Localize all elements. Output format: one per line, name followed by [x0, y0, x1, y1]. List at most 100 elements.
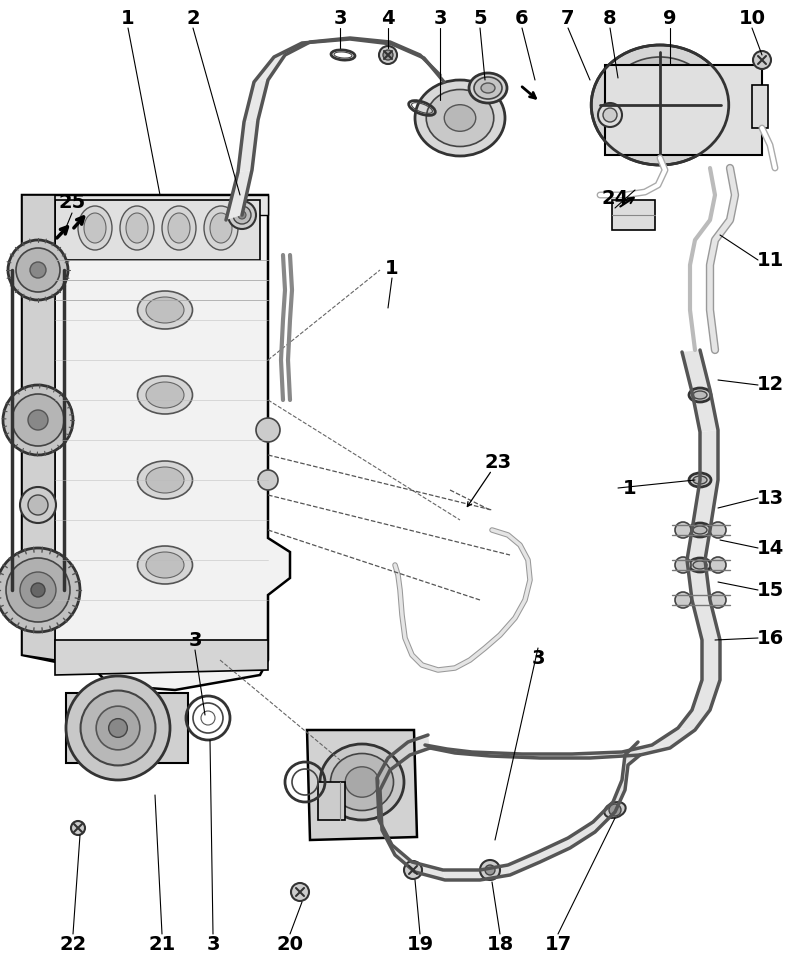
Polygon shape: [226, 170, 252, 220]
Text: 18: 18: [486, 934, 514, 953]
Polygon shape: [700, 430, 718, 480]
Polygon shape: [22, 200, 55, 655]
Text: 13: 13: [757, 488, 783, 508]
Polygon shape: [682, 350, 710, 392]
Text: 3: 3: [188, 630, 202, 649]
Ellipse shape: [204, 206, 238, 250]
Circle shape: [480, 860, 500, 880]
Circle shape: [66, 676, 170, 780]
Polygon shape: [652, 728, 695, 748]
Polygon shape: [522, 754, 590, 758]
Polygon shape: [692, 600, 720, 640]
Circle shape: [753, 51, 771, 69]
Ellipse shape: [84, 213, 106, 243]
Ellipse shape: [138, 546, 193, 584]
Ellipse shape: [689, 388, 711, 402]
Ellipse shape: [320, 744, 404, 820]
Polygon shape: [443, 870, 480, 880]
Ellipse shape: [126, 213, 148, 243]
Ellipse shape: [444, 104, 476, 131]
Circle shape: [28, 495, 48, 515]
Ellipse shape: [693, 526, 707, 534]
Polygon shape: [612, 200, 655, 230]
Ellipse shape: [605, 57, 715, 153]
Ellipse shape: [168, 213, 190, 243]
Ellipse shape: [469, 73, 507, 103]
Ellipse shape: [474, 77, 502, 99]
Ellipse shape: [415, 80, 505, 156]
Text: 3: 3: [206, 934, 220, 953]
Polygon shape: [687, 560, 710, 600]
Text: 19: 19: [406, 934, 434, 953]
Polygon shape: [605, 65, 762, 155]
Polygon shape: [377, 778, 382, 830]
Polygon shape: [390, 42, 424, 58]
Polygon shape: [692, 390, 718, 432]
Circle shape: [8, 240, 68, 300]
Text: 21: 21: [148, 934, 176, 953]
Circle shape: [31, 583, 45, 597]
Circle shape: [598, 103, 622, 127]
Circle shape: [3, 385, 73, 455]
Circle shape: [20, 572, 56, 608]
Polygon shape: [22, 195, 290, 690]
Ellipse shape: [604, 802, 626, 818]
Text: 9: 9: [663, 9, 677, 27]
Polygon shape: [388, 742, 410, 770]
Text: 1: 1: [385, 259, 399, 278]
Text: 3: 3: [434, 9, 446, 27]
Circle shape: [404, 861, 422, 879]
Text: 15: 15: [756, 581, 784, 599]
Circle shape: [12, 394, 64, 446]
Polygon shape: [568, 822, 595, 848]
Circle shape: [28, 410, 48, 430]
Polygon shape: [302, 38, 350, 43]
Circle shape: [258, 470, 278, 490]
Polygon shape: [66, 693, 188, 763]
Ellipse shape: [693, 561, 707, 569]
Polygon shape: [55, 200, 260, 260]
Polygon shape: [752, 85, 768, 128]
Polygon shape: [412, 862, 445, 880]
Ellipse shape: [591, 45, 729, 165]
Ellipse shape: [146, 552, 184, 578]
Circle shape: [675, 522, 691, 538]
Polygon shape: [625, 742, 640, 765]
Circle shape: [109, 719, 127, 737]
Polygon shape: [622, 755, 628, 790]
Polygon shape: [687, 530, 710, 560]
Ellipse shape: [146, 382, 184, 408]
Circle shape: [16, 248, 60, 292]
Polygon shape: [350, 38, 392, 44]
Polygon shape: [377, 758, 390, 790]
Circle shape: [71, 821, 85, 835]
Circle shape: [30, 262, 46, 278]
Circle shape: [675, 557, 691, 573]
Text: 16: 16: [756, 628, 784, 648]
Circle shape: [238, 211, 246, 219]
Ellipse shape: [426, 90, 494, 147]
Polygon shape: [254, 55, 285, 82]
Polygon shape: [244, 80, 268, 122]
Circle shape: [603, 108, 617, 122]
Text: 20: 20: [277, 934, 303, 953]
Circle shape: [256, 418, 280, 442]
Text: 22: 22: [59, 934, 86, 953]
Text: 1: 1: [121, 9, 135, 27]
Circle shape: [0, 548, 80, 632]
Ellipse shape: [346, 767, 379, 797]
Text: 5: 5: [473, 9, 487, 27]
Ellipse shape: [689, 523, 711, 537]
Polygon shape: [420, 55, 444, 82]
Text: 1: 1: [623, 479, 637, 498]
Polygon shape: [480, 865, 510, 880]
Circle shape: [291, 883, 309, 901]
Text: 6: 6: [515, 9, 529, 27]
Circle shape: [20, 487, 56, 523]
Text: 3: 3: [531, 648, 545, 668]
Polygon shape: [22, 195, 55, 660]
Polygon shape: [447, 749, 490, 756]
Ellipse shape: [689, 558, 711, 572]
Polygon shape: [238, 120, 258, 172]
Polygon shape: [692, 480, 718, 530]
